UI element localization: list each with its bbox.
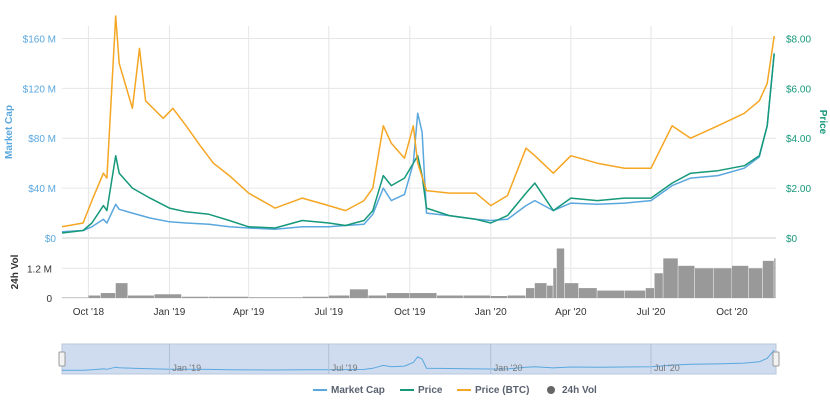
volume-bar <box>437 295 463 298</box>
y-volume-axis-title: 24h Vol <box>10 254 21 289</box>
legend-item-label[interactable]: 24h Vol <box>562 385 597 396</box>
x-tick-label: Jan '20 <box>475 307 507 318</box>
volume-bar <box>624 290 646 298</box>
y-volume-tick-label: 0 <box>46 294 52 305</box>
volume-bar <box>774 258 776 298</box>
series-line-price <box>61 53 775 234</box>
volume-bar <box>368 295 387 298</box>
navigator-handle-right[interactable] <box>772 351 780 367</box>
x-tick-label: Jul '19 <box>314 307 343 318</box>
volume-bar <box>534 283 547 298</box>
volume-bar <box>525 288 535 298</box>
series-line-price-btc <box>61 15 775 228</box>
y-left-tick-label: $80 M <box>28 134 56 145</box>
volume-bar <box>654 273 663 298</box>
volume-bar <box>663 258 678 298</box>
y-right-axis-title: Price <box>817 110 828 135</box>
volume-bar <box>678 265 695 298</box>
navigator-tick-label: Jul '19 <box>332 363 358 373</box>
volume-bar <box>181 296 209 298</box>
legend-symbol-volume <box>547 386 555 394</box>
y-left-tick-label: $160 M <box>23 34 56 45</box>
y-right-tick-label: $8.00 <box>786 34 811 45</box>
y-left-axis-title: Market Cap <box>4 105 15 159</box>
x-tick-label: Apr '20 <box>555 307 587 318</box>
y-volume-tick-label: 1.2 M <box>27 264 52 275</box>
navigator-tick-label: Jul '20 <box>654 363 680 373</box>
volume-bar <box>597 290 625 298</box>
navigator-tick-label: Jan '20 <box>494 363 523 373</box>
volume-bar <box>553 268 557 298</box>
x-tick-label: Jul '20 <box>637 307 666 318</box>
x-tick-label: Oct '18 <box>73 307 105 318</box>
volume-bar <box>762 260 774 298</box>
y-right-tick-label: $4.00 <box>786 134 811 145</box>
navigator-handle-left[interactable] <box>58 351 66 367</box>
y-right-tick-label: $0 <box>786 234 798 245</box>
x-tick-label: Jan '19 <box>153 307 185 318</box>
y-left-tick-label: $0 <box>45 234 57 245</box>
volume-bar <box>564 283 579 298</box>
volume-bar <box>386 293 410 298</box>
volume-bar <box>409 293 437 298</box>
volume-bar <box>209 296 249 298</box>
legend-item-label[interactable]: Price (BTC) <box>475 385 529 396</box>
x-tick-label: Oct '20 <box>716 307 748 318</box>
volume-bar <box>731 265 749 298</box>
volume-bar <box>748 268 763 298</box>
volume-bar <box>463 295 491 298</box>
legend-item-label[interactable]: Market Cap <box>331 385 385 396</box>
volume-bar <box>248 297 302 298</box>
volume-bar <box>695 268 713 298</box>
volume-bar <box>328 295 350 298</box>
volume-bar <box>713 268 732 298</box>
volume-bar <box>128 295 154 298</box>
volume-bar <box>556 248 565 298</box>
volume-bar <box>490 296 507 298</box>
volume-bar <box>154 294 182 298</box>
navigator-tick-label: Jan '19 <box>172 363 201 373</box>
y-right-tick-label: $6.00 <box>786 84 811 95</box>
legend-item-label[interactable]: Price <box>418 385 443 396</box>
x-tick-label: Apr '19 <box>233 307 265 318</box>
volume-bar <box>507 295 526 298</box>
volume-bar <box>578 288 597 298</box>
y-right-tick-label: $2.00 <box>786 184 811 195</box>
volume-bar <box>100 293 116 298</box>
y-left-tick-label: $40 M <box>28 184 56 195</box>
volume-bar <box>302 296 329 298</box>
volume-bar <box>547 285 553 298</box>
volume-bar <box>645 288 655 298</box>
navigator-line <box>61 349 775 371</box>
volume-bar <box>115 283 128 298</box>
x-tick-label: Oct '19 <box>394 307 426 318</box>
volume-bar <box>349 289 368 298</box>
volume-bar <box>88 295 101 298</box>
series-line-market-cap <box>61 53 775 233</box>
y-left-tick-label: $120 M <box>23 84 56 95</box>
